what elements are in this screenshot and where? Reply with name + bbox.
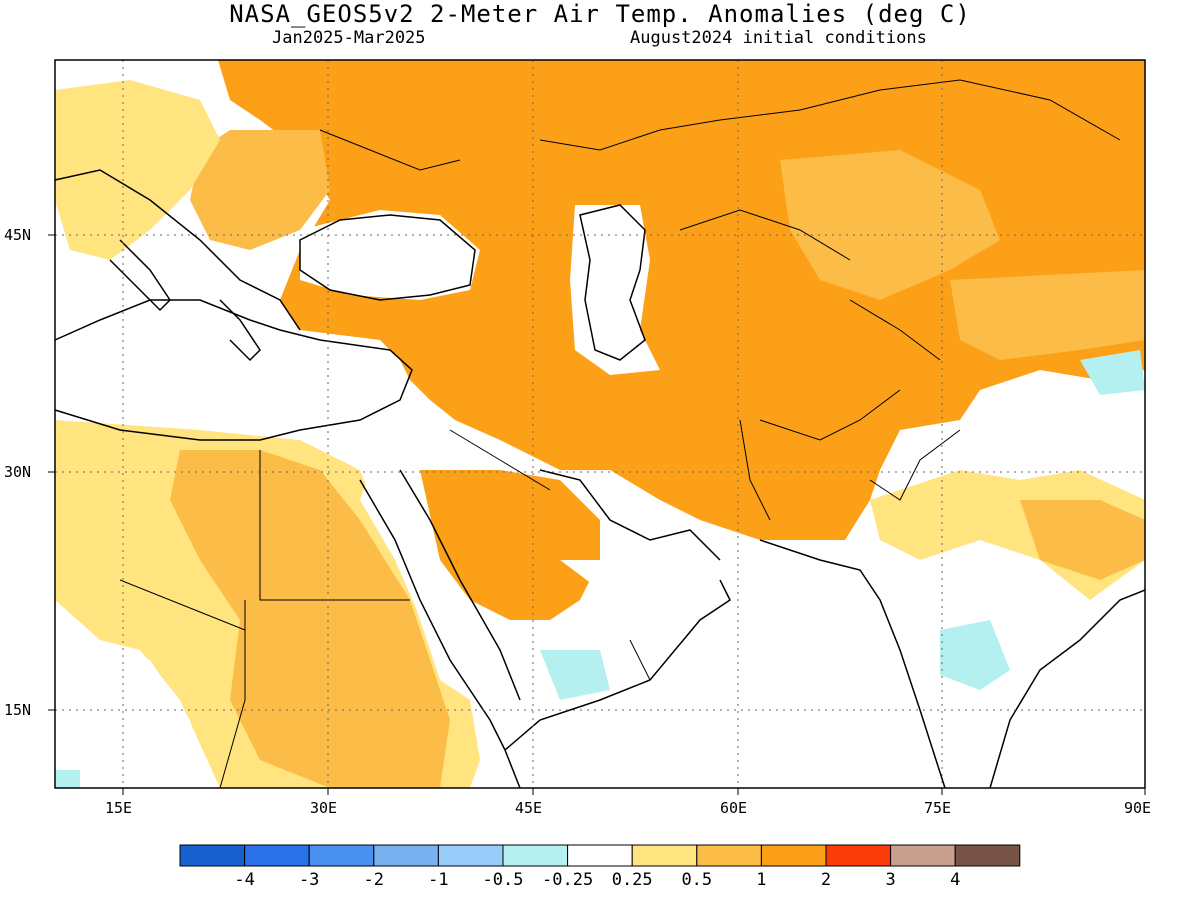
lon-label-75e: 75E <box>924 799 952 817</box>
graticule <box>55 60 1145 788</box>
india-east-coast <box>989 589 1146 789</box>
colorbar <box>179 844 1021 867</box>
axis-ticks <box>48 234 1146 795</box>
anomaly-region-cyan-india <box>940 620 1010 690</box>
colorbar-label: 2 <box>820 870 832 890</box>
colorbar-swatch <box>631 844 698 867</box>
mediterranean-coast <box>54 299 413 441</box>
map-frame <box>54 59 1146 789</box>
colorbar-swatch <box>373 844 439 867</box>
colorbar-swatch <box>244 844 310 867</box>
europe-coast <box>54 169 301 331</box>
lon-label-45e: 45E <box>515 799 543 817</box>
anomaly-region-orange-arabia <box>420 470 600 620</box>
lon-label-15e: 15E <box>105 799 133 817</box>
colorbar-swatch <box>696 844 762 867</box>
colorbar-swatch <box>760 844 827 867</box>
india-west-coast <box>759 539 946 789</box>
colorbar-swatch <box>179 844 246 867</box>
lon-label-90e: 90E <box>1124 799 1152 817</box>
anomaly-region-cyan-china <box>1080 350 1145 395</box>
red-sea-blank <box>360 470 500 700</box>
border-china-west <box>849 299 941 361</box>
red-sea-coast <box>359 469 521 751</box>
colorbar-swatch <box>825 844 892 867</box>
lon-label-30e: 30E <box>310 799 338 817</box>
forecast-period: Jan2025-Mar2025 <box>272 28 426 48</box>
initial-conditions: August2024 initial conditions <box>630 28 927 48</box>
caspian-coast <box>579 204 646 361</box>
colorbar-label: 1 <box>756 870 767 890</box>
caspian-blank <box>570 205 660 375</box>
black-sea-coast <box>299 214 476 301</box>
arabian-sea-blank <box>520 560 940 788</box>
lat-label-30n: 30N <box>4 463 32 481</box>
border-libya-egypt <box>259 450 410 601</box>
colorbar-label: 4 <box>950 870 961 890</box>
greece-coast <box>219 299 261 362</box>
anomaly-region-cyan-yemen <box>540 650 610 700</box>
border-sudan <box>219 600 246 789</box>
border-russia-kazakh <box>539 79 961 151</box>
italy-coast <box>109 239 171 312</box>
lat-label-15n: 15N <box>4 701 32 719</box>
horn-africa-blank <box>55 600 210 788</box>
anomaly-region-light-orange-tibet <box>950 270 1145 360</box>
colorbar-label: 0.25 <box>611 870 653 890</box>
colorbar-label: -0.5 <box>482 870 524 890</box>
anomaly-region-light-orange-east <box>780 150 1000 300</box>
colorbar-label: -1 <box>428 870 449 890</box>
anomaly-region-light-orange-india <box>1020 500 1145 580</box>
border-india-pak <box>869 429 961 501</box>
border-chad <box>119 579 246 631</box>
colorbar-label: -3 <box>298 870 320 890</box>
lat-label-45n: 45N <box>4 226 32 244</box>
colorbar-swatch <box>567 844 633 867</box>
africa-horn-coast <box>504 749 521 789</box>
anomaly-region-yellow-west-europe <box>55 80 220 260</box>
map-title: NASA_GEOS5v2 2-Meter Air Temp. Anomalies… <box>229 0 971 28</box>
colorbar-swatch <box>437 844 504 867</box>
colorbar-label: -0.25 <box>542 870 594 890</box>
colorbar-label: -2 <box>363 870 385 890</box>
lon-label-60e: 60E <box>720 799 748 817</box>
colorbar-swatch <box>954 844 1021 867</box>
black-sea-blank <box>300 210 480 300</box>
border-afghan-pak <box>759 389 901 441</box>
country-borders <box>119 79 1121 789</box>
border-kazakh <box>679 209 851 261</box>
anomaly-region-light-orange-africa <box>170 450 450 788</box>
colorbar-swatch <box>502 844 569 867</box>
border-ukraine <box>319 129 461 171</box>
persian-gulf-coast <box>539 469 721 561</box>
colorbar-label: 3 <box>885 870 896 890</box>
colorbar-label: -4 <box>234 870 255 890</box>
colorbar-label: 0.5 <box>681 870 713 890</box>
mediterranean-blank <box>55 300 410 440</box>
anomaly-field <box>55 60 1145 788</box>
border-mongolia <box>959 79 1121 141</box>
anomaly-region-cyan-east-africa <box>55 770 80 788</box>
coastlines <box>54 169 1146 789</box>
colorbar-swatch <box>890 844 956 867</box>
border-oman <box>629 639 651 681</box>
border-iran-east <box>739 419 771 521</box>
anomaly-region-light-orange-europe <box>190 130 330 250</box>
colorbar-swatch <box>308 844 375 867</box>
